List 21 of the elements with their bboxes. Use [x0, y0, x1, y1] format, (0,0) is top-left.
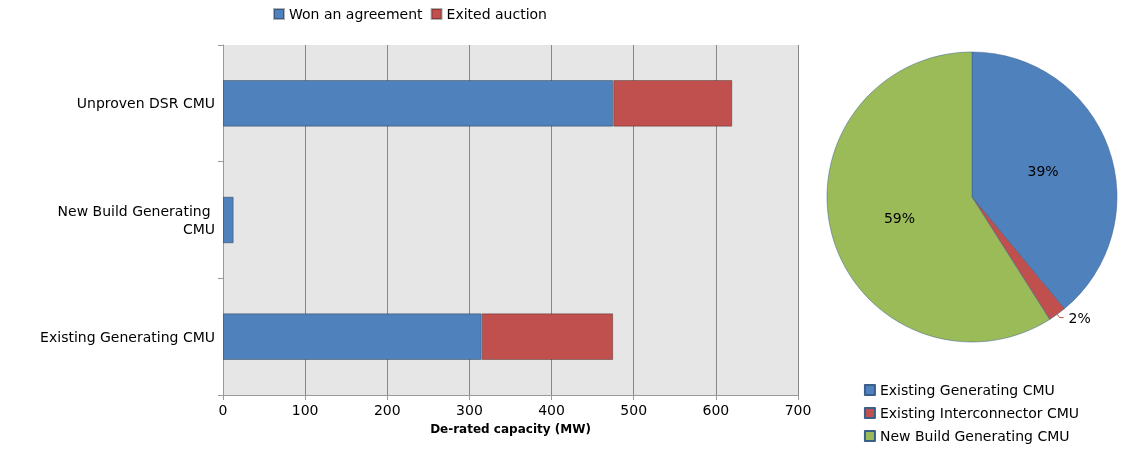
x-tick-label: 500	[620, 402, 648, 418]
x-tick-label: 100	[291, 402, 319, 418]
data-label: 59%	[883, 210, 916, 227]
x-tick-label: 300	[456, 402, 483, 418]
x-tick-label: 0	[218, 402, 228, 418]
y-tick-label: Unproven DSR CMU	[76, 95, 215, 112]
legend-label: New Build Generating CMU	[879, 428, 1070, 444]
x-tick-label: 400	[538, 402, 565, 418]
x-tick-label: 200	[373, 402, 401, 418]
x-tick-label: 700	[784, 402, 812, 418]
legend-label: Existing Generating CMU	[879, 382, 1055, 398]
data-label: 39%	[1027, 163, 1059, 180]
data-label: 2%	[1068, 309, 1091, 326]
bar	[223, 196, 234, 244]
legend-label: Exited auction	[446, 6, 548, 22]
y-tick-label: Existing Generating CMU	[40, 328, 215, 345]
legend-label: Existing Interconnector CMU	[879, 405, 1080, 421]
y-tick-label: New Build Generating CMU	[57, 203, 215, 237]
x-tick-label: 600	[702, 402, 730, 418]
x-axis-title: De-rated capacity (MW)	[430, 422, 591, 436]
legend-label: Won an agreement	[289, 6, 424, 22]
